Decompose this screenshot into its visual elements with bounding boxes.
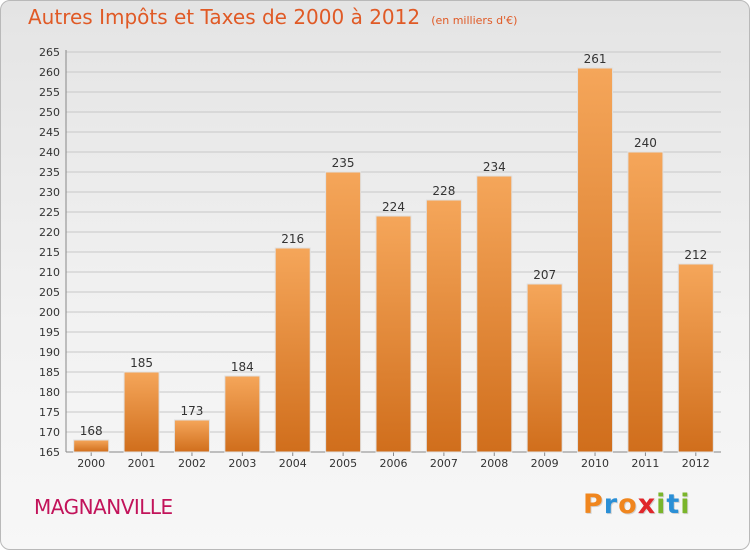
x-tick-label: 2008 (480, 457, 508, 470)
bar-2012 (677, 263, 714, 453)
y-tick-label: 210 (39, 266, 60, 279)
bar-2004 (274, 247, 311, 453)
x-tick-label: 2001 (128, 457, 156, 470)
logo-letter: x (637, 489, 657, 520)
y-tick-label: 205 (39, 286, 60, 299)
y-tick-label: 185 (39, 366, 60, 379)
bar-2009 (526, 283, 563, 453)
logo-letter: o (618, 489, 638, 520)
bar-2008 (476, 175, 513, 453)
x-tick-label: 2009 (531, 457, 559, 470)
data-label-2010: 261 (584, 52, 607, 66)
data-label-2012: 212 (684, 248, 707, 262)
chart-title: Autres Impôts et Taxes de 2000 à 2012 (28, 5, 421, 29)
data-label-2007: 228 (432, 184, 455, 198)
chart-subtitle: (en milliers d'€) (431, 14, 518, 27)
bar-2000 (73, 439, 110, 453)
bar-2001 (123, 371, 160, 453)
bar-2002 (173, 419, 210, 453)
y-tick-label: 215 (39, 246, 60, 259)
y-tick-label: 180 (39, 386, 60, 399)
x-tick-label: 2003 (228, 457, 256, 470)
y-tick-label: 260 (39, 66, 60, 79)
y-tick-label: 195 (39, 326, 60, 339)
data-label-2001: 185 (130, 356, 153, 370)
x-tick-label: 2000 (77, 457, 105, 470)
data-label-2003: 184 (231, 360, 254, 374)
data-label-2000: 168 (80, 424, 103, 438)
y-tick-label: 175 (39, 406, 60, 419)
y-tick-label: 225 (39, 206, 60, 219)
bar-2010 (577, 67, 614, 453)
data-label-2011: 240 (634, 136, 657, 150)
y-tick-label: 245 (39, 126, 60, 139)
y-tick-label: 165 (39, 446, 60, 459)
bar-2003 (224, 375, 261, 453)
data-label-2009: 207 (533, 268, 556, 282)
commune-name: MAGNANVILLE (34, 495, 173, 519)
y-tick-label: 240 (39, 146, 60, 159)
bar-2005 (325, 171, 362, 453)
logo-letter: i (656, 489, 667, 520)
logo-letter: t (666, 489, 681, 520)
logo-letter: P (583, 489, 604, 520)
x-tick-label: 2005 (329, 457, 357, 470)
data-label-2008: 234 (483, 160, 506, 174)
y-tick-label: 265 (39, 46, 60, 59)
y-tick-label: 230 (39, 186, 60, 199)
y-tick-label: 220 (39, 226, 60, 239)
data-label-2005: 235 (332, 156, 355, 170)
x-tick-label: 2010 (581, 457, 609, 470)
y-tick-label: 190 (39, 346, 60, 359)
y-tick-label: 200 (39, 306, 60, 319)
y-tick-label: 255 (39, 86, 60, 99)
bar-2006 (375, 215, 412, 453)
data-label-2002: 173 (181, 404, 204, 418)
data-label-2006: 224 (382, 200, 405, 214)
bar-2007 (425, 199, 462, 453)
x-tick-label: 2002 (178, 457, 206, 470)
data-label-2004: 216 (281, 232, 304, 246)
x-tick-label: 2004 (279, 457, 307, 470)
title-row: Autres Impôts et Taxes de 2000 à 2012 (e… (28, 5, 517, 29)
proxiti-logo: Proxiti (583, 489, 691, 520)
x-tick-label: 2006 (380, 457, 408, 470)
x-tick-label: 2007 (430, 457, 458, 470)
y-tick-label: 235 (39, 166, 60, 179)
logo-letter: i (680, 489, 691, 520)
bar-2011 (627, 151, 664, 453)
y-tick-label: 250 (39, 106, 60, 119)
logo-letter: r (603, 489, 619, 520)
y-tick-label: 170 (39, 426, 60, 439)
x-tick-label: 2012 (682, 457, 710, 470)
x-tick-label: 2011 (631, 457, 659, 470)
